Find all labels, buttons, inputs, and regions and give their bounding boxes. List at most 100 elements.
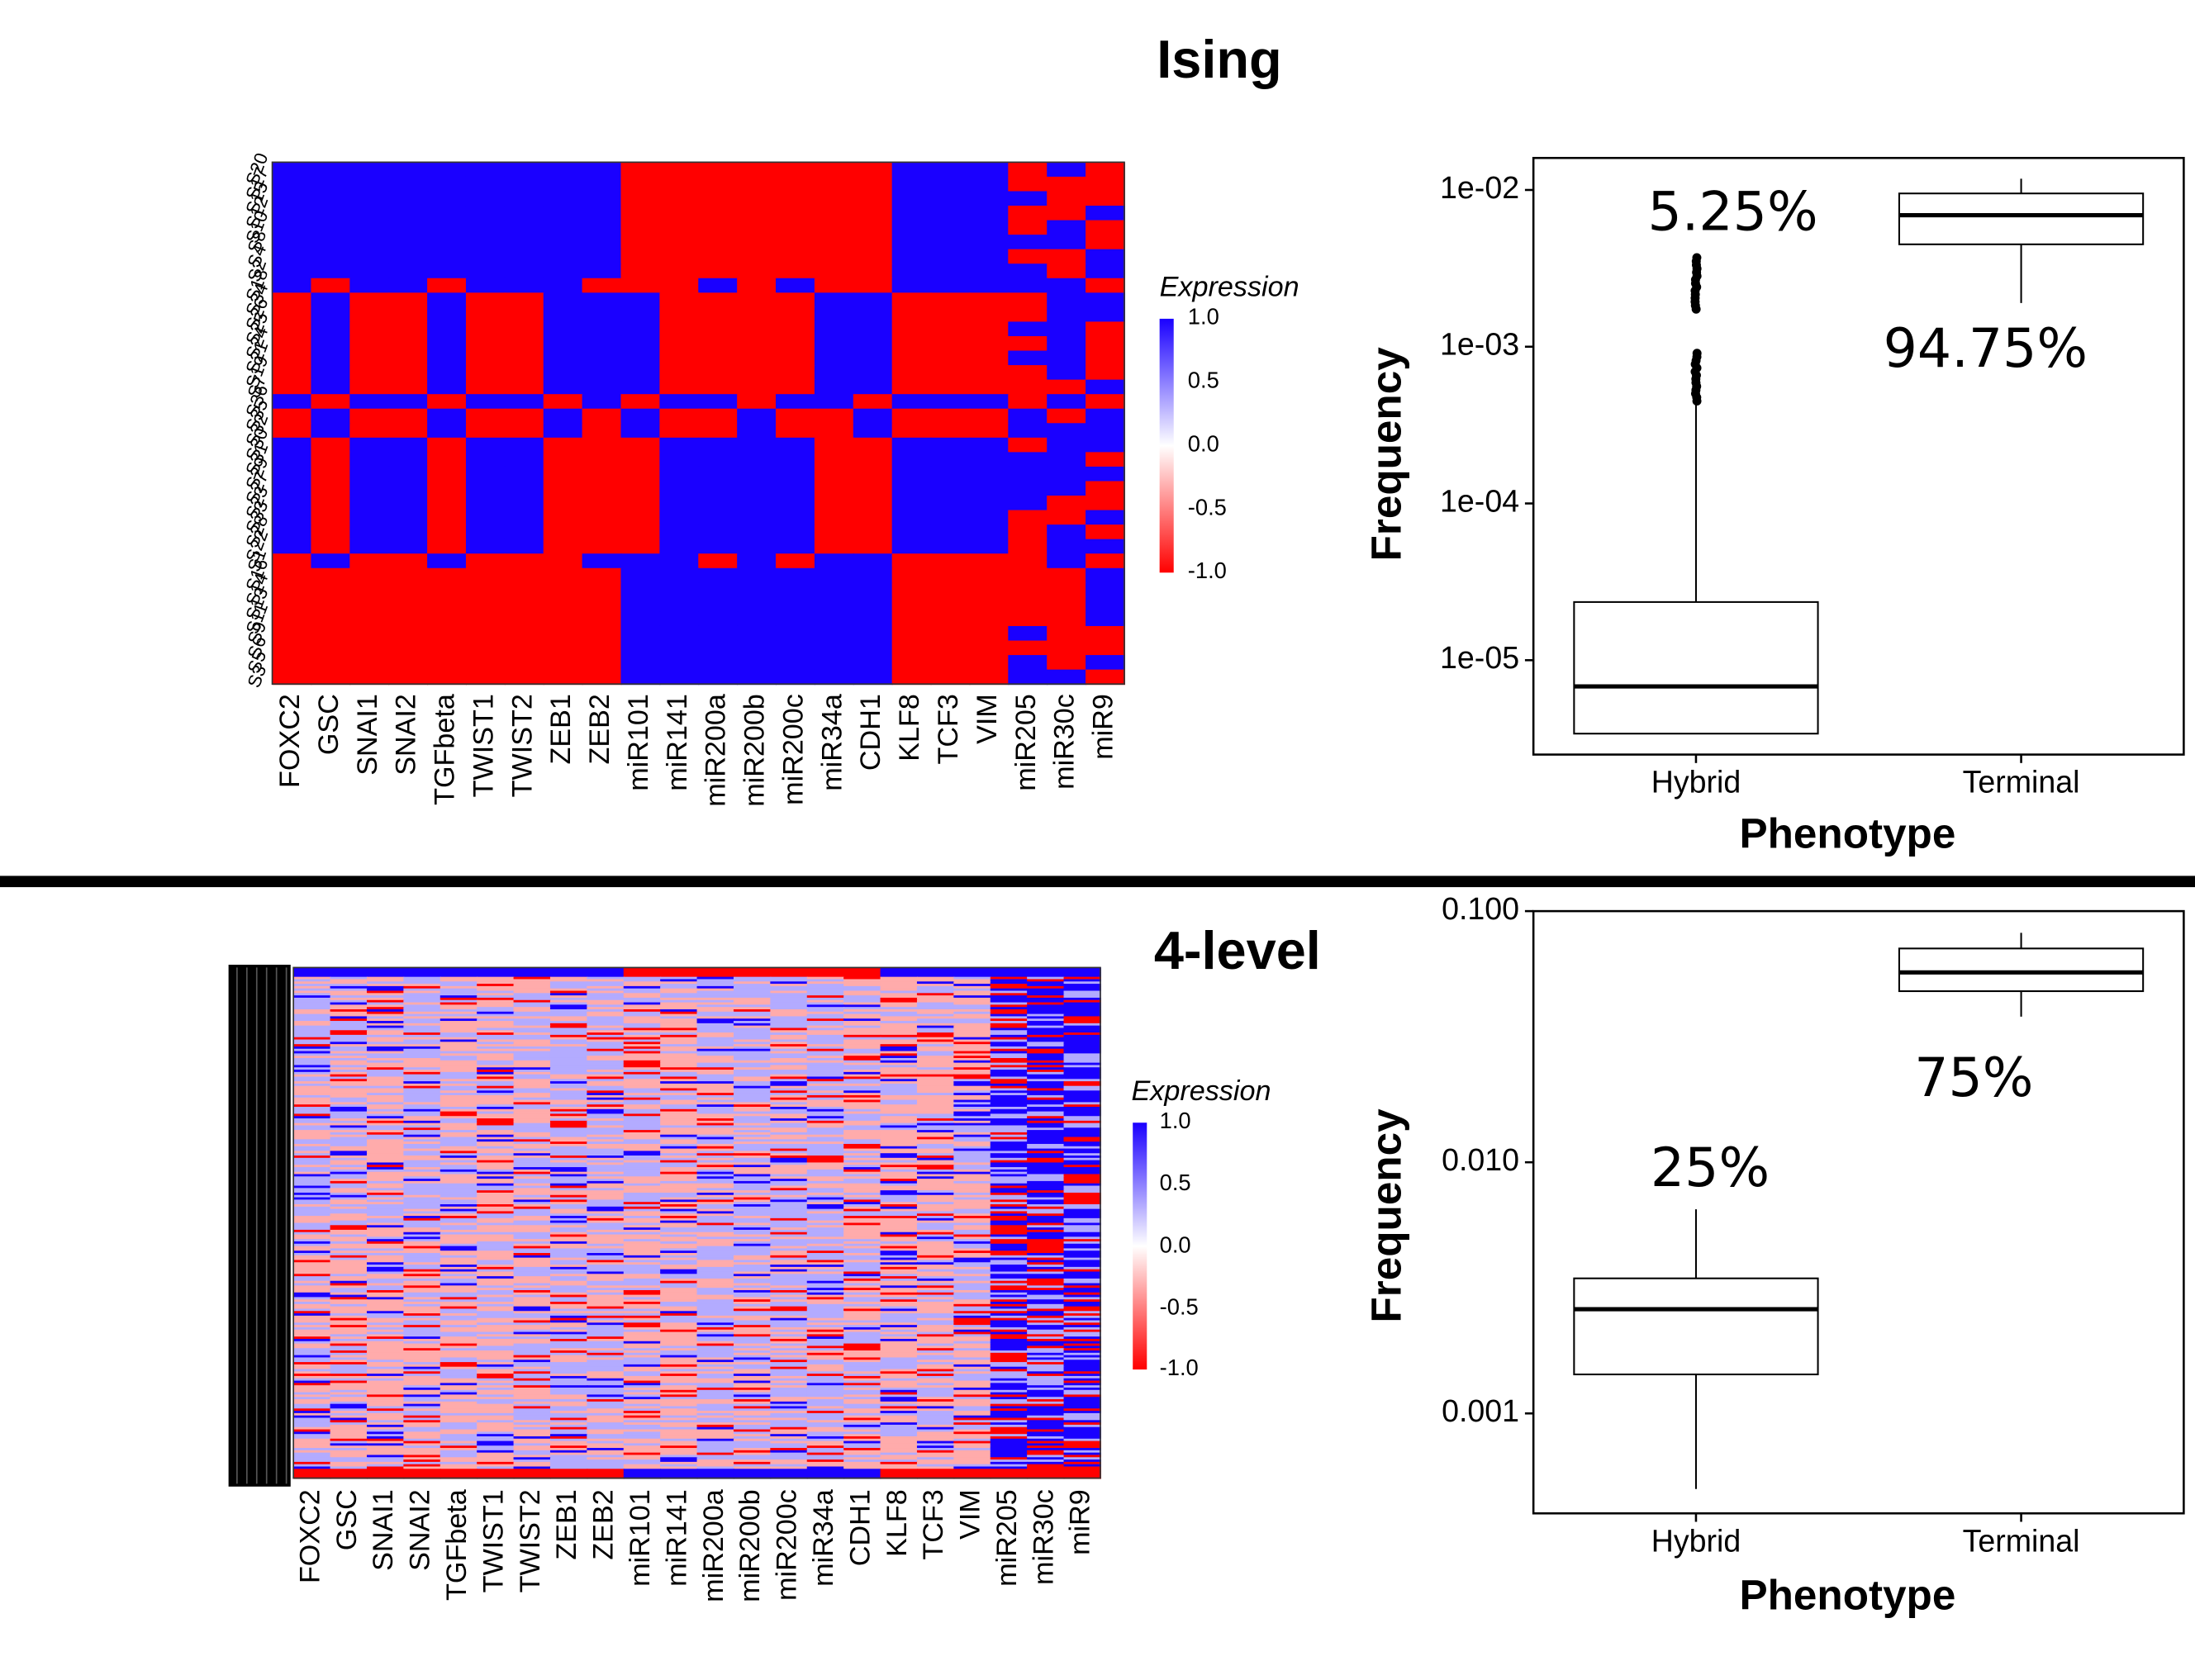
ising-heatmap-cell — [853, 191, 893, 207]
four-level-heatmap-cell — [366, 1134, 405, 1138]
four-level-heatmap-cell — [953, 1266, 991, 1270]
four-level-heatmap-cell — [696, 1360, 734, 1364]
four-level-heatmap-cell — [439, 1375, 478, 1379]
four-level-heatmap-cell — [843, 1018, 881, 1023]
ising-heatmap-cell — [272, 206, 312, 221]
four-level-heatmap-cell — [990, 1116, 1029, 1120]
four-level-heatmap-cell — [330, 1076, 368, 1080]
four-level-heatmap-cell — [660, 1392, 698, 1396]
ising-heatmap-cell — [1086, 655, 1125, 671]
four-level-heatmap-cell — [439, 1341, 478, 1345]
four-level-heatmap-cell — [513, 1399, 551, 1402]
ising-heatmap-cell — [969, 335, 1010, 352]
four-level-heatmap-cell — [403, 1246, 441, 1250]
four-level-heatmap-cell — [1027, 1306, 1065, 1310]
four-level-heatmap-cell — [513, 1292, 551, 1296]
four-level-heatmap-cell — [587, 1350, 625, 1354]
four-level-heatmap-cell — [880, 1102, 918, 1106]
four-level-heatmap-cell — [293, 1394, 331, 1398]
four-level-heatmap-cell — [660, 1116, 698, 1120]
four-level-heatmap-cell — [366, 1013, 405, 1018]
four-level-heatmap-cell — [953, 1232, 991, 1236]
four-level-heatmap-cell — [806, 1185, 845, 1189]
four-level-heatmap-cell — [477, 1011, 515, 1015]
four-level-heatmap-cell — [549, 1369, 588, 1373]
four-level-heatmap-cell — [366, 1179, 405, 1182]
four-level-heatmap-cell — [477, 1097, 515, 1101]
four-level-heatmap-cell — [990, 1004, 1029, 1008]
four-level-heatmap-cell — [587, 1169, 625, 1173]
four-level-heatmap-cell — [916, 1255, 955, 1259]
four-level-heatmap-cell — [660, 1292, 698, 1296]
four-level-heatmap-cell — [623, 1025, 662, 1029]
four-level-heatmap-cell — [916, 988, 955, 992]
four-level-heatmap-cell — [403, 1326, 441, 1331]
four-level-heatmap-cell — [696, 1248, 734, 1252]
four-level-heatmap-cell — [1063, 967, 1101, 971]
four-level-heatmap-cell — [587, 1378, 625, 1382]
four-level-heatmap-cell — [953, 1030, 991, 1034]
four-level-heatmap-cell — [1063, 1269, 1101, 1273]
four-level-heatmap-cell — [366, 1137, 405, 1141]
four-level-heatmap-cell — [587, 1389, 625, 1393]
four-level-heatmap-cell — [513, 1251, 551, 1255]
four-level-heatmap-cell — [1027, 1081, 1065, 1084]
four-level-heatmap-cell — [1063, 1097, 1101, 1101]
four-level-heatmap-cell — [843, 1380, 881, 1384]
four-level-heatmap-cell — [549, 1111, 588, 1115]
four-level-heatmap-cell — [477, 1157, 515, 1161]
four-level-heatmap-cell — [880, 1345, 918, 1350]
four-level-heatmap-cell — [439, 1048, 478, 1052]
four-level-heatmap-cell — [990, 1132, 1029, 1136]
four-level-heatmap-cell — [953, 1366, 991, 1370]
four-level-heatmap-cell — [660, 1088, 698, 1092]
four-level-heatmap-cell — [660, 1023, 698, 1027]
four-level-heatmap-cell — [1027, 1076, 1065, 1080]
four-level-heatmap-cell — [1063, 1141, 1101, 1145]
four-level-heatmap-cell — [660, 1248, 698, 1252]
four-level-heatmap-cell — [770, 1169, 808, 1173]
four-level-heatmap-cell — [880, 1051, 918, 1055]
four-level-heatmap-cell — [660, 1143, 698, 1147]
four-level-heatmap-cell — [733, 1239, 772, 1242]
four-level-heatmap-cell — [660, 1190, 698, 1194]
four-level-heatmap-cell — [330, 1315, 368, 1319]
four-level-heatmap-cell — [880, 1134, 918, 1138]
four-level-heatmap-cell — [330, 1169, 368, 1173]
four-level-heatmap-cell — [916, 1143, 955, 1147]
four-level-heatmap-cell — [733, 1180, 772, 1184]
four-level-heatmap-cell — [477, 1350, 515, 1354]
four-level-heatmap-cell — [293, 1274, 331, 1278]
four-level-heatmap-cell — [843, 1032, 881, 1036]
four-level-heatmap-cell — [733, 1313, 772, 1317]
four-level-heatmap-cell — [477, 1199, 515, 1203]
four-level-heatmap-cell — [770, 1232, 808, 1236]
ising-heatmap-cell — [698, 379, 739, 396]
ising-heatmap-cell — [1086, 452, 1125, 467]
ising-heatmap-cell — [311, 292, 351, 308]
ising-heatmap-cell — [1008, 611, 1048, 628]
ising-heatmap-cell — [698, 596, 739, 613]
four-level-heatmap-cell — [733, 1051, 772, 1055]
four-level-heatmap-cell — [916, 1197, 955, 1201]
four-level-heatmap-cell — [623, 1355, 662, 1359]
four-level-heatmap-cell — [806, 990, 845, 994]
four-level-heatmap-cell — [733, 1148, 772, 1152]
four-level-heatmap-cell — [770, 1208, 808, 1213]
four-level-heatmap-cell — [366, 1067, 405, 1071]
ising-heatmap-cell — [349, 510, 390, 526]
four-level-heatmap-cell — [513, 1289, 551, 1293]
ising-heatmap-cell — [814, 365, 854, 381]
four-level-heatmap-cell — [587, 1311, 625, 1315]
four-level-heatmap-cell — [953, 1174, 991, 1178]
four-level-heatmap-cell — [953, 1125, 991, 1129]
four-level-heatmap-cell — [439, 1265, 478, 1268]
four-level-heatmap-cell — [330, 990, 368, 994]
four-level-heatmap-cell — [843, 1023, 881, 1027]
four-level-heatmap-cell — [293, 1148, 331, 1152]
four-level-heatmap-cell — [330, 1394, 368, 1398]
four-level-heatmap-cell — [990, 1202, 1029, 1206]
four-level-heatmap-cell — [733, 1076, 772, 1080]
four-level-heatmap-cell — [916, 1232, 955, 1236]
four-level-heatmap-cell — [806, 1016, 845, 1020]
